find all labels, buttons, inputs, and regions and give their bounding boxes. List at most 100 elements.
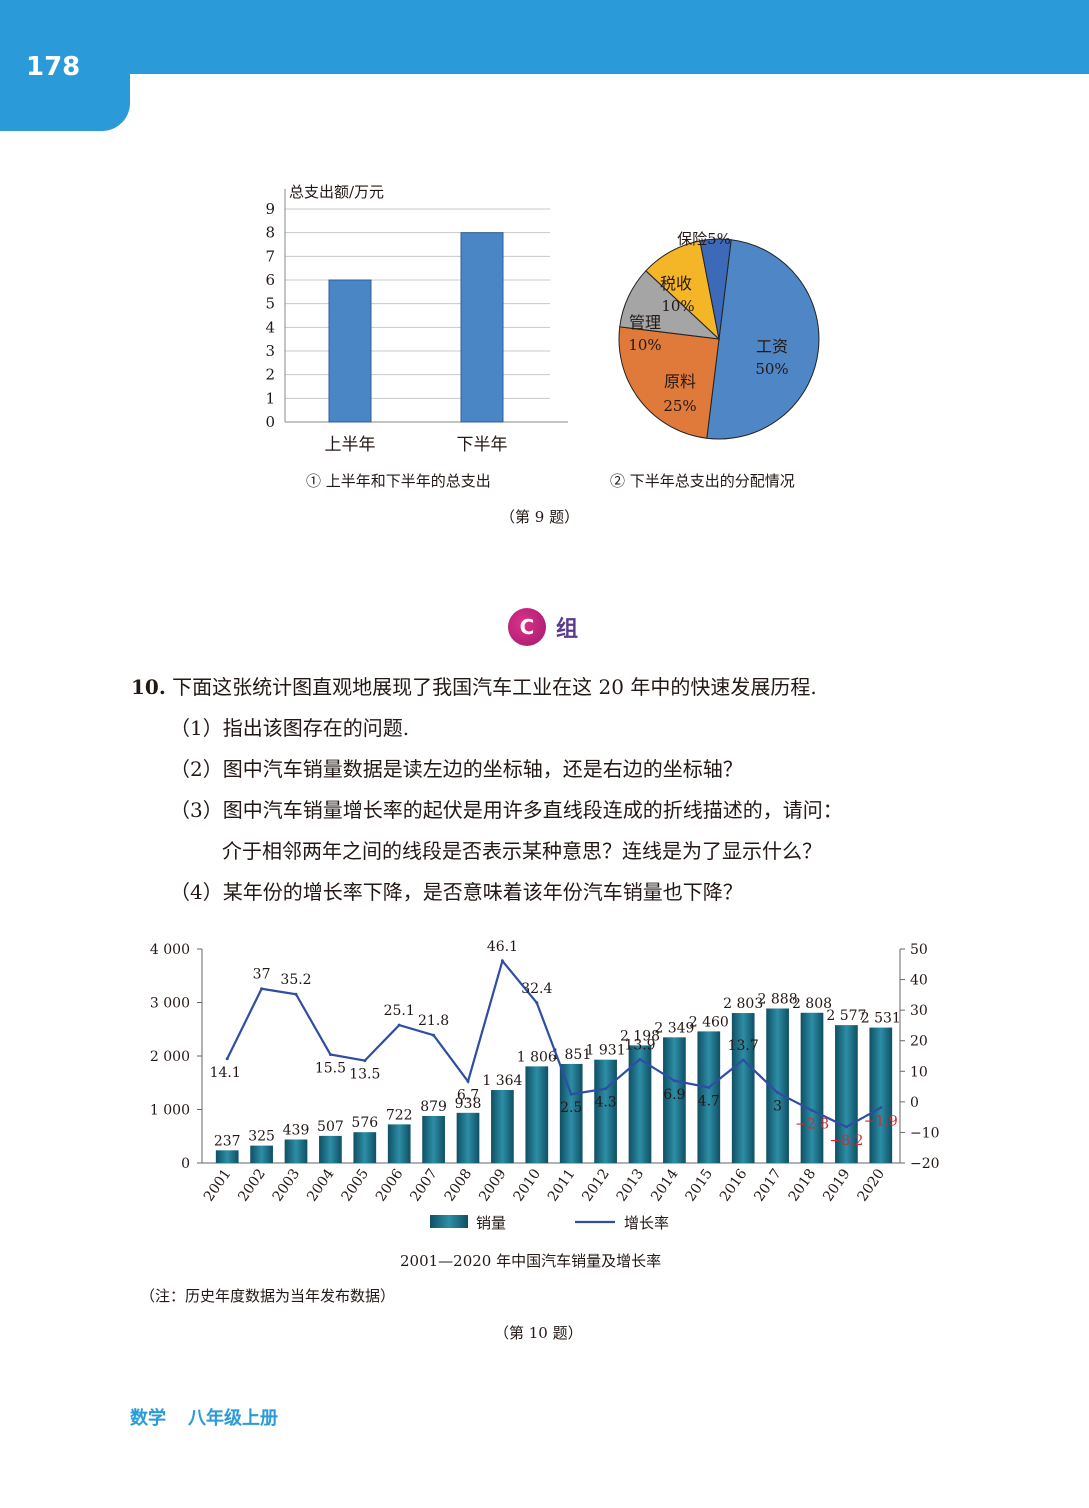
right-tick-label: −10 <box>910 1125 940 1141</box>
growth-point <box>294 992 298 996</box>
growth-point <box>397 1023 401 1027</box>
figure10-note: （注：历史年度数据为当年发布数据） <box>140 1287 396 1305</box>
growth-rate-line <box>226 958 882 1129</box>
pie-label: 保险5% <box>677 230 731 248</box>
legend-bar-swatch <box>430 1215 468 1228</box>
right-tick-label: 10 <box>910 1064 928 1080</box>
growth-point <box>672 1079 676 1083</box>
year-label: 2019 <box>820 1166 854 1204</box>
growth-value-label: 25.1 <box>384 1003 415 1019</box>
year-label: 2011 <box>545 1166 579 1204</box>
growth-point <box>638 1057 642 1061</box>
sales-value-label: 1 851 <box>551 1047 591 1063</box>
y-tick-label: 8 <box>265 224 275 242</box>
growth-value-label: 13.5 <box>349 1067 380 1083</box>
growth-point <box>776 1091 780 1095</box>
sales-bar <box>491 1090 514 1163</box>
sales-bar <box>456 1112 480 1163</box>
growth-value-label: 13.9 <box>624 1037 655 1053</box>
year-label: 2020 <box>855 1166 889 1204</box>
growth-point <box>500 959 504 963</box>
y-tick-label: 5 <box>265 295 275 313</box>
sales-value-label: 2 577 <box>826 1008 866 1024</box>
footer-subject: 数学 <box>130 1408 166 1429</box>
pie-percent: 10% <box>628 336 661 354</box>
year-label: 2010 <box>511 1166 545 1204</box>
group-heading: C 组 <box>508 608 578 646</box>
year-label: 2015 <box>683 1166 717 1204</box>
x-tick-label: 下半年 <box>457 435 508 455</box>
pie-slice <box>706 239 820 440</box>
pie-slice <box>699 238 732 340</box>
sales-value-label: 1 364 <box>482 1073 522 1089</box>
sales-value-label: 2 460 <box>689 1014 729 1030</box>
sales-value-label: 1 931 <box>586 1043 626 1059</box>
growth-point <box>363 1059 367 1063</box>
growth-value-label: −1.9 <box>864 1114 898 1130</box>
footer-grade: 八年级上册 <box>188 1408 278 1429</box>
sales-bar <box>319 1135 342 1163</box>
growth-point <box>569 1092 573 1096</box>
sales-value-label: 325 <box>248 1129 275 1145</box>
question-text: 下面这张统计图直观地展现了我国汽车工业在这 20 年中的快速发展历程. <box>172 675 817 699</box>
growth-value-label: 6.9 <box>663 1087 685 1103</box>
right-tick-label: 50 <box>910 942 928 958</box>
pie-label: 税收 <box>660 274 692 293</box>
sales-bar <box>422 1115 445 1163</box>
left-tick-label: 2 000 <box>150 1049 190 1065</box>
sales-bar <box>628 1045 652 1163</box>
pie-percent: 10% <box>661 297 694 315</box>
x-tick-label: 上半年 <box>325 435 376 455</box>
growth-value-label: 2.5 <box>560 1100 582 1116</box>
growth-point <box>466 1079 470 1083</box>
bar <box>460 232 504 423</box>
sales-bar <box>559 1063 583 1163</box>
bar <box>328 279 372 423</box>
question-number: 10. <box>131 675 166 699</box>
sales-bar <box>800 1012 824 1163</box>
y-tick-label: 9 <box>265 200 275 218</box>
sales-value-label: 439 <box>283 1123 310 1139</box>
growth-value-label: 13.7 <box>728 1038 759 1054</box>
sales-bar <box>215 1150 239 1163</box>
growth-point <box>604 1087 608 1091</box>
question10-stem: 10. 下面这张统计图直观地展现了我国汽车工业在这 20 年中的快速发展历程. <box>131 675 817 699</box>
year-label: 2018 <box>786 1166 820 1204</box>
footer-book-title: 数学 八年级上册 <box>130 1404 300 1430</box>
group-badge: C <box>508 608 546 646</box>
bar-chart-caption: ① 上半年和下半年的总支出 <box>306 472 491 490</box>
figure9-label: （第 9 题） <box>500 508 580 526</box>
growth-value-label: −8.2 <box>829 1133 863 1149</box>
y-tick-label: 1 <box>265 389 275 407</box>
growth-value-label: 37 <box>253 967 271 983</box>
y-axis-title: 总支出额/万元 <box>289 183 384 201</box>
header-bar <box>0 0 1089 74</box>
left-tick-label: 1 000 <box>150 1103 190 1119</box>
sales-value-label: 2 198 <box>620 1028 660 1044</box>
pie-slice <box>618 326 720 439</box>
sales-value-label: 2 531 <box>861 1011 901 1027</box>
pie-label: 工资 <box>756 337 788 356</box>
figure10-caption: 2001—2020 年中国汽车销量及增长率 <box>400 1252 662 1270</box>
sales-value-label: 507 <box>317 1119 344 1135</box>
growth-value-label: 4.7 <box>698 1093 720 1109</box>
growth-point <box>741 1058 745 1062</box>
pie-percent: 50% <box>755 360 788 378</box>
growth-value-label: 4.3 <box>594 1095 616 1111</box>
question10-part3: （3）图中汽车销量增长率的起伏是用许多直线段连成的折线描述的，请问： <box>170 798 843 822</box>
growth-point <box>225 1057 229 1061</box>
page-number-tab: 178 <box>0 0 130 131</box>
year-label: 2016 <box>717 1166 751 1204</box>
y-tick-label: 0 <box>265 413 275 431</box>
year-label: 2014 <box>648 1166 682 1204</box>
y-tick-label: 4 <box>265 318 275 336</box>
growth-value-label: 14.1 <box>210 1065 241 1081</box>
growth-value-label: 35.2 <box>280 972 311 988</box>
question10-part3-cont: 介于相邻两年之间的线段是否表示某种意思？连线是为了显示什么？ <box>222 839 822 863</box>
growth-point <box>879 1106 883 1110</box>
right-tick-label: −20 <box>910 1156 940 1172</box>
sales-value-label: 2 349 <box>654 1020 694 1036</box>
growth-value-label: 3 <box>773 1099 782 1115</box>
sales-bar <box>250 1145 273 1163</box>
growth-value-label: 32.4 <box>521 981 552 997</box>
